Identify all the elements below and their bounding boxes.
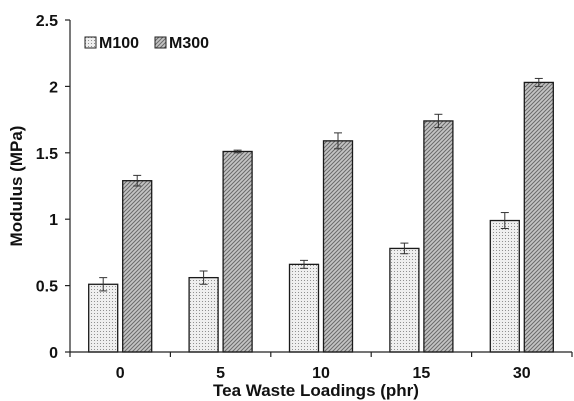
x-tick-label: 15 <box>413 365 431 382</box>
legend-swatch-m100 <box>84 36 97 49</box>
legend: M100 M300 <box>84 35 209 52</box>
y-axis-title: Modulus (MPa) <box>7 126 26 247</box>
bar-m100-5 <box>188 276 219 353</box>
x-tick-label: 10 <box>312 365 330 382</box>
y-tick-label: 0.5 <box>36 279 58 296</box>
bar-m100-0 <box>88 283 119 353</box>
bar-m300-30 <box>523 81 554 353</box>
bar-m100-10 <box>288 263 320 353</box>
bar-m300-0 <box>122 180 153 353</box>
y-ticks: 0 0.5 1 1.5 2 2.5 <box>36 13 70 362</box>
bar-m100-15 <box>389 247 420 353</box>
legend-swatch-m300 <box>154 36 167 49</box>
y-tick-label: 1.5 <box>36 146 58 163</box>
y-tick-label: 1 <box>49 212 58 229</box>
x-ticks: 0 5 10 15 30 <box>69 352 573 382</box>
y-tick-label: 2 <box>49 79 58 96</box>
bar-m300-15 <box>423 120 454 353</box>
bar-m100-30 <box>489 219 520 353</box>
bar-m300-5 <box>222 150 253 353</box>
legend-label-m100: M100 <box>99 35 139 52</box>
x-tick-label: 5 <box>216 365 225 382</box>
x-tick-label: 0 <box>116 365 125 382</box>
bar-m300-10 <box>322 140 354 353</box>
y-tick-label: 2.5 <box>36 13 58 30</box>
y-tick-label: 0 <box>49 345 58 362</box>
legend-label-m300: M300 <box>169 35 209 52</box>
x-axis-title: Tea Waste Loadings (phr) <box>213 381 419 400</box>
plot-area <box>88 77 554 353</box>
x-tick-label: 30 <box>513 365 531 382</box>
